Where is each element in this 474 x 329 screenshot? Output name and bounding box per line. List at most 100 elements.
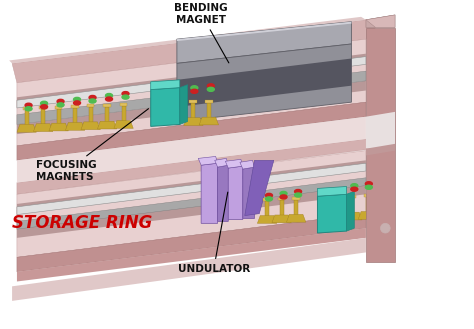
- Polygon shape: [215, 158, 228, 167]
- Polygon shape: [245, 160, 274, 215]
- Polygon shape: [41, 109, 45, 127]
- Polygon shape: [49, 123, 68, 131]
- Polygon shape: [294, 200, 298, 217]
- Polygon shape: [17, 160, 366, 214]
- Polygon shape: [180, 85, 188, 124]
- Polygon shape: [17, 71, 366, 124]
- Polygon shape: [17, 139, 374, 194]
- Polygon shape: [366, 28, 395, 262]
- Polygon shape: [198, 156, 218, 165]
- Ellipse shape: [280, 191, 287, 195]
- Circle shape: [381, 223, 390, 233]
- Polygon shape: [17, 185, 366, 238]
- Ellipse shape: [25, 107, 32, 111]
- Ellipse shape: [57, 99, 64, 103]
- Polygon shape: [191, 103, 195, 121]
- Polygon shape: [17, 178, 366, 229]
- Polygon shape: [346, 191, 354, 231]
- Polygon shape: [57, 109, 61, 126]
- Polygon shape: [103, 104, 111, 107]
- Ellipse shape: [365, 185, 373, 189]
- Polygon shape: [151, 88, 180, 126]
- Polygon shape: [12, 238, 366, 301]
- Polygon shape: [120, 103, 128, 106]
- Ellipse shape: [207, 84, 214, 88]
- Polygon shape: [9, 17, 366, 63]
- Ellipse shape: [122, 95, 129, 99]
- Ellipse shape: [25, 103, 32, 107]
- Ellipse shape: [351, 184, 358, 188]
- Polygon shape: [17, 124, 36, 132]
- Ellipse shape: [191, 89, 198, 93]
- Polygon shape: [366, 197, 370, 215]
- Polygon shape: [12, 20, 375, 83]
- Polygon shape: [81, 122, 100, 130]
- Polygon shape: [73, 108, 77, 125]
- Polygon shape: [292, 197, 300, 200]
- Ellipse shape: [89, 99, 96, 103]
- Polygon shape: [17, 81, 366, 134]
- Polygon shape: [243, 167, 255, 218]
- Polygon shape: [71, 105, 79, 108]
- Ellipse shape: [294, 190, 301, 193]
- Ellipse shape: [280, 195, 287, 199]
- Polygon shape: [17, 54, 366, 107]
- Ellipse shape: [365, 182, 373, 186]
- Text: BENDING
MAGNET: BENDING MAGNET: [174, 3, 229, 63]
- Polygon shape: [272, 215, 292, 223]
- Polygon shape: [201, 163, 218, 223]
- Polygon shape: [105, 107, 109, 124]
- Ellipse shape: [351, 187, 358, 191]
- Polygon shape: [177, 44, 351, 121]
- Ellipse shape: [41, 101, 47, 105]
- Ellipse shape: [122, 91, 129, 96]
- Ellipse shape: [265, 197, 273, 201]
- Polygon shape: [318, 187, 346, 196]
- Polygon shape: [225, 159, 243, 168]
- Polygon shape: [358, 212, 378, 219]
- Ellipse shape: [89, 95, 96, 100]
- Polygon shape: [87, 104, 94, 107]
- Polygon shape: [65, 122, 85, 130]
- Polygon shape: [263, 198, 271, 201]
- Polygon shape: [257, 215, 277, 223]
- Polygon shape: [366, 15, 395, 28]
- Polygon shape: [265, 201, 269, 218]
- Polygon shape: [278, 197, 285, 200]
- Polygon shape: [199, 117, 219, 125]
- Polygon shape: [17, 151, 366, 257]
- Polygon shape: [25, 110, 28, 127]
- Polygon shape: [350, 198, 354, 215]
- Ellipse shape: [41, 105, 47, 109]
- Text: STORAGE RING: STORAGE RING: [12, 214, 152, 232]
- Ellipse shape: [207, 87, 214, 91]
- Text: FOCUSING
MAGNETS: FOCUSING MAGNETS: [36, 109, 148, 182]
- Polygon shape: [122, 106, 126, 123]
- Polygon shape: [17, 102, 366, 160]
- Polygon shape: [55, 106, 63, 109]
- Ellipse shape: [294, 193, 301, 197]
- Polygon shape: [89, 107, 92, 125]
- Ellipse shape: [57, 103, 64, 107]
- Polygon shape: [366, 144, 395, 156]
- Polygon shape: [17, 39, 366, 146]
- Ellipse shape: [73, 101, 81, 105]
- Polygon shape: [177, 22, 351, 63]
- Polygon shape: [286, 215, 306, 222]
- Polygon shape: [240, 160, 255, 169]
- Polygon shape: [366, 112, 395, 149]
- Polygon shape: [190, 100, 197, 103]
- Polygon shape: [39, 106, 47, 109]
- Polygon shape: [228, 166, 243, 219]
- Polygon shape: [218, 165, 228, 221]
- Polygon shape: [17, 117, 366, 183]
- Polygon shape: [366, 15, 395, 28]
- Ellipse shape: [73, 97, 81, 101]
- Polygon shape: [177, 59, 351, 107]
- Ellipse shape: [106, 93, 112, 98]
- Polygon shape: [280, 200, 283, 218]
- Polygon shape: [207, 103, 211, 120]
- Polygon shape: [17, 57, 366, 108]
- Polygon shape: [318, 194, 346, 233]
- Polygon shape: [17, 228, 366, 282]
